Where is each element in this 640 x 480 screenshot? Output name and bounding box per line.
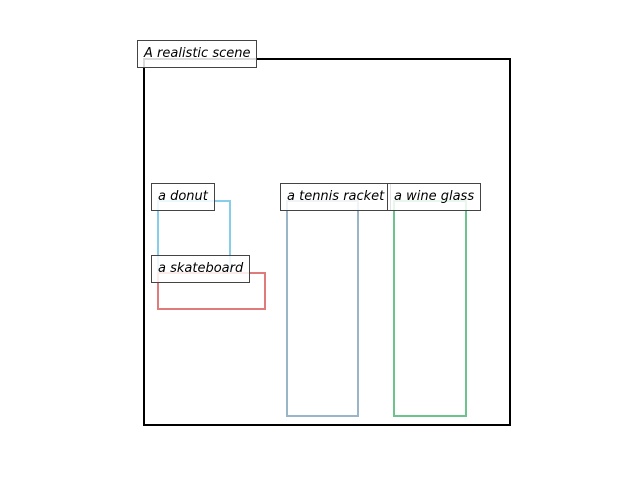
skateboard-label: a skateboard [151, 255, 251, 283]
scene-frame [143, 58, 511, 426]
wine-glass-label: a wine glass [387, 183, 482, 211]
wine-glass-box [393, 200, 467, 417]
tennis-racket-label: a tennis racket [280, 183, 392, 211]
tennis-racket-box [286, 200, 359, 417]
scene-title-label: A realistic scene [137, 40, 258, 68]
donut-label: a donut [151, 183, 215, 211]
